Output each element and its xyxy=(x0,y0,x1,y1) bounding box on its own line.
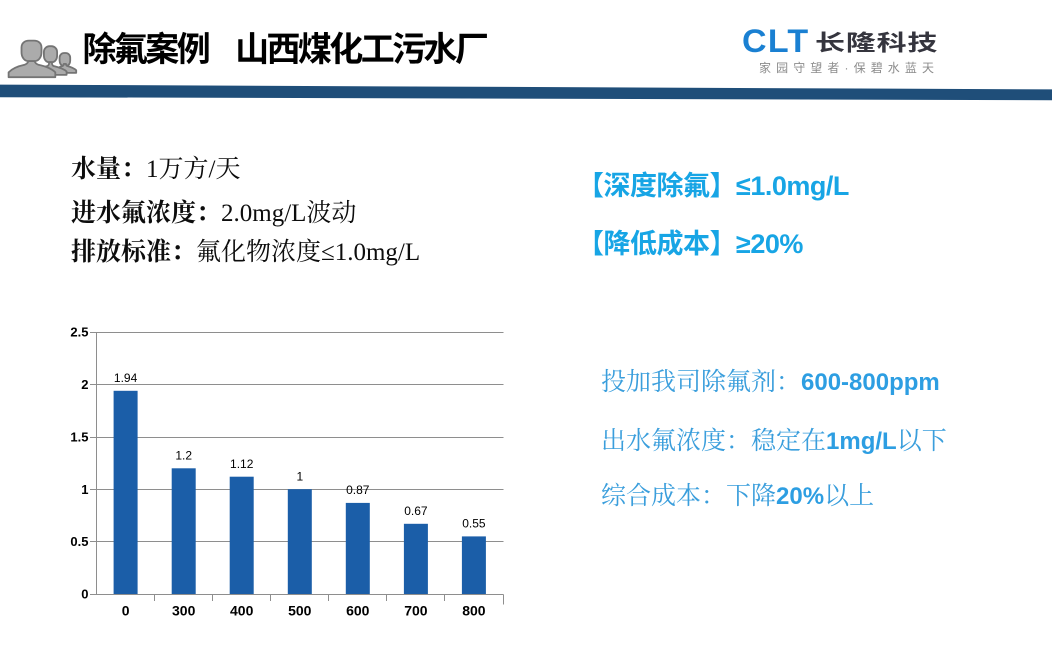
svg-text:1.12: 1.12 xyxy=(230,457,254,471)
svg-text:0.87: 0.87 xyxy=(346,483,370,497)
svg-text:2.5: 2.5 xyxy=(70,325,88,340)
svg-text:1.94: 1.94 xyxy=(114,371,138,385)
svg-text:0.55: 0.55 xyxy=(462,517,486,531)
svg-text:400: 400 xyxy=(230,603,254,619)
svg-text:1: 1 xyxy=(81,482,88,497)
svg-text:0.5: 0.5 xyxy=(70,534,88,549)
svg-text:1: 1 xyxy=(296,469,303,483)
svg-text:0.67: 0.67 xyxy=(404,504,428,518)
svg-text:1.5: 1.5 xyxy=(70,430,88,445)
svg-text:0: 0 xyxy=(81,587,88,602)
svg-text:2: 2 xyxy=(81,377,88,392)
svg-text:0: 0 xyxy=(122,603,130,619)
svg-text:1.2: 1.2 xyxy=(175,449,192,463)
svg-text:600: 600 xyxy=(346,603,370,619)
svg-text:700: 700 xyxy=(404,603,428,619)
svg-text:500: 500 xyxy=(288,603,312,619)
svg-text:800: 800 xyxy=(462,603,486,619)
svg-text:300: 300 xyxy=(172,603,196,619)
